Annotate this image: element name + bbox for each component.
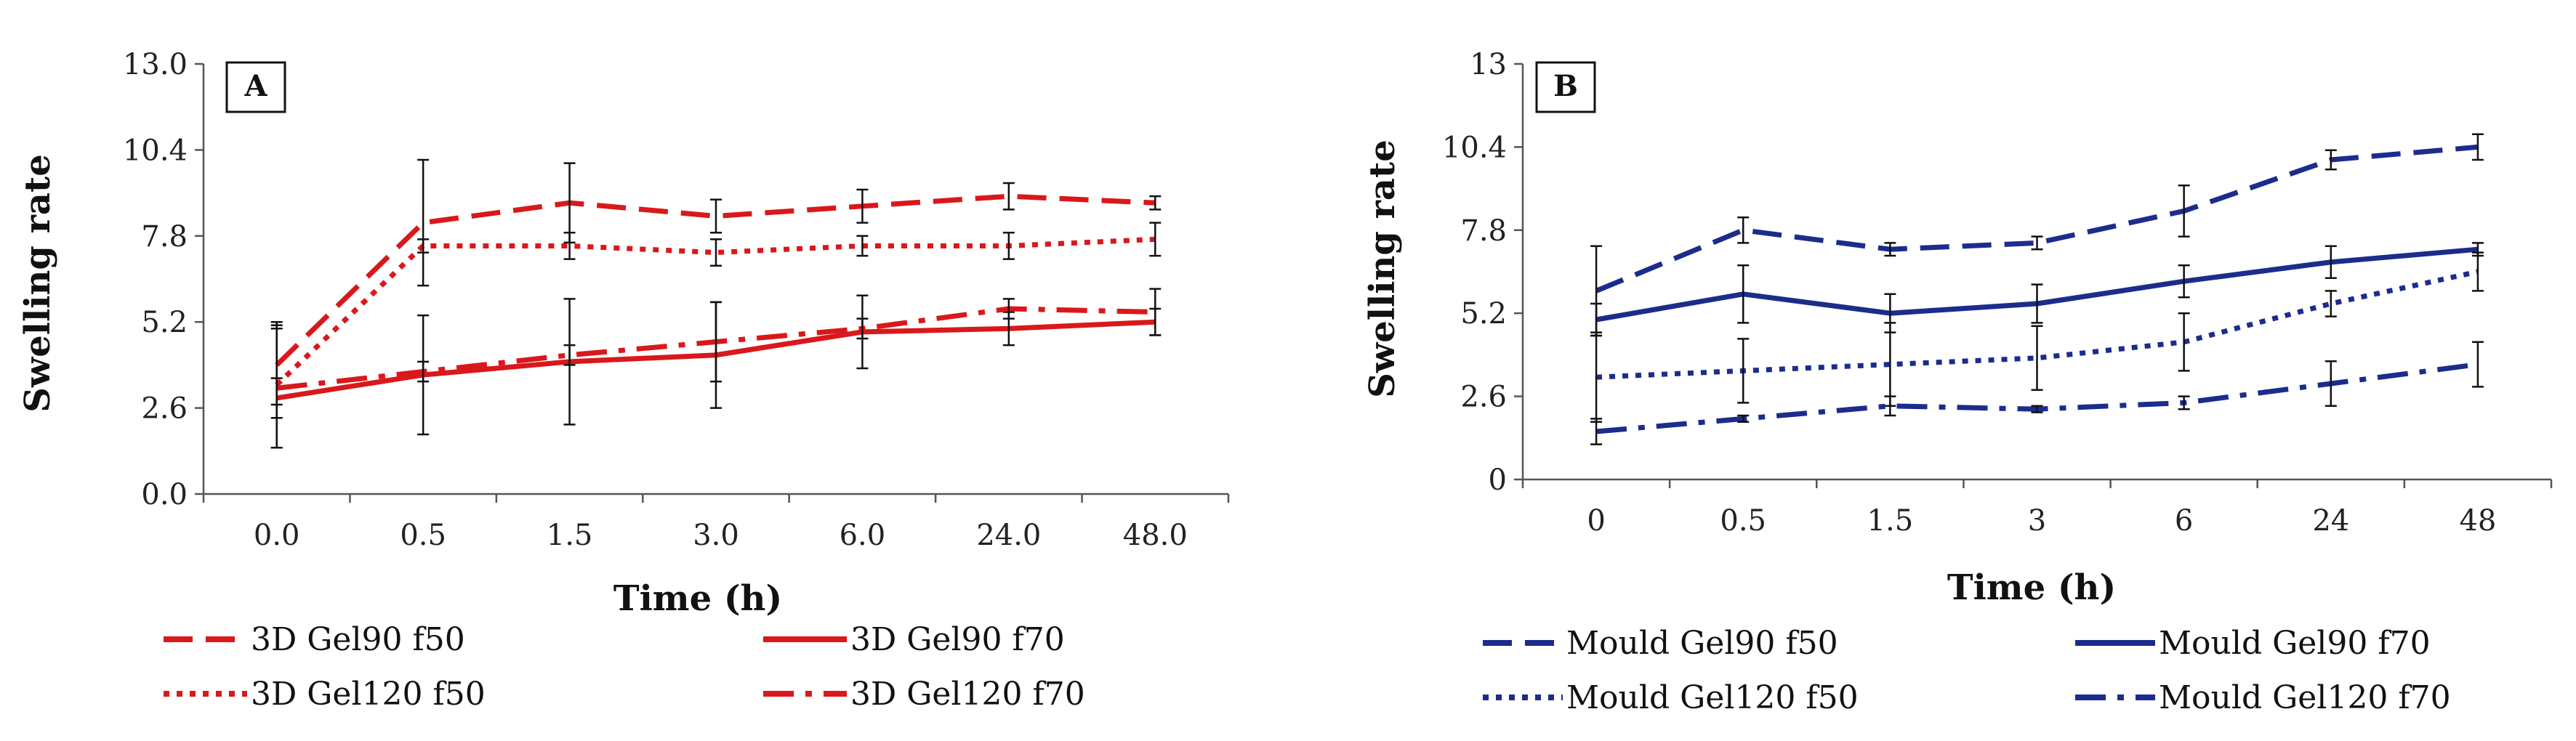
panel-b-x-tick-label: 48 bbox=[2459, 504, 2496, 538]
panel-b-y-tick-label: 2.6 bbox=[1460, 381, 1507, 414]
panel-a-x-tick-label: 0.5 bbox=[400, 519, 446, 552]
panel-a-series-3d-gel120-f50-error-bar bbox=[1149, 222, 1162, 257]
panel-a-x-ticks: 0.0 0.5 1.5 3.0 6.0 24.0 48.0 bbox=[202, 494, 1230, 552]
panel-b-series-mould-gel120-f50-error-bar bbox=[2178, 312, 2190, 372]
panel-a-series-3d-gel90-f50-error-bar bbox=[710, 198, 722, 234]
panel-a-series-3d-gel90-f50-error-bar bbox=[1149, 195, 1162, 211]
legend-label-3d-gel120-f50: 3D Gel120 f50 bbox=[251, 676, 486, 713]
panel-a-series-3d-gel120-f70-error-bar bbox=[270, 328, 283, 449]
legend-label-mould-gel90-f70: Mould Gel90 f70 bbox=[2159, 625, 2431, 662]
panel-b-series-mould-gel90-f70-error-bar bbox=[2178, 264, 2190, 299]
panel-b-y-tick-label: 0 bbox=[1489, 463, 1507, 497]
panel-a-series-3d-gel120-f50-error-bar bbox=[417, 238, 430, 254]
legend-label-mould-gel120-f70: Mould Gel120 f70 bbox=[2159, 679, 2451, 716]
legend-label-3d-gel90-f70: 3D Gel90 f70 bbox=[850, 621, 1065, 658]
panel-a-y-tick-label: 5.2 bbox=[141, 306, 188, 339]
panel-a-series-3d-gel120-f50-error-bar bbox=[1002, 231, 1015, 260]
panel-a-series-3d-gel120-f50-error-bar bbox=[856, 235, 869, 257]
panel-a-y-tick-label: 13.0 bbox=[123, 48, 188, 81]
panel-b-legend: Mould Gel90 f50 Mould Gel90 f70 Mould Ge… bbox=[1483, 625, 2451, 716]
panel-a-series-3d-gel120-f70-error-bar bbox=[1149, 288, 1162, 336]
panel-b-series-mould-gel120-f70-error-bar bbox=[2471, 341, 2484, 388]
panel-b-series-mould-gel120-f50-error-bar bbox=[2031, 325, 2043, 392]
panel-a-y-tick-label: 7.8 bbox=[141, 220, 188, 254]
panel-a-y-tick-label: 2.6 bbox=[141, 392, 188, 426]
panel-b-y-axis-title: Swelling rate bbox=[1362, 139, 1403, 398]
panel-a-series-3d-gel120-f50-error-bar bbox=[563, 231, 576, 260]
panel-b-series-mould-gel120-f70-error-bar bbox=[1737, 414, 1750, 424]
panel-a-series bbox=[270, 158, 1162, 449]
panel-a-series-3d-gel120-f70-error-bar bbox=[417, 360, 430, 383]
panel-a-chart: 0.0 2.6 5.2 7.8 10.4 13.0 0.0 0.5 1.5 3.0 6.0 24.0… bbox=[17, 48, 1230, 713]
panel-a-series-3d-gel90-f50-error-bar bbox=[856, 188, 869, 224]
panel-b-series-mould-gel90-f70-error-bar bbox=[2031, 283, 2043, 324]
panel-b-x-tick-label: 6 bbox=[2175, 504, 2193, 538]
panel-b-series-mould-gel90-f50-line bbox=[1595, 144, 2479, 293]
panel-b-x-tick-label: 24 bbox=[2312, 504, 2349, 538]
panel-b-label: B bbox=[1553, 69, 1578, 103]
panel-b-series-mould-gel90-f50-error-bar bbox=[2031, 235, 2043, 251]
panel-a-x-axis-title: Time (h) bbox=[613, 578, 782, 619]
legend-label-mould-gel120-f50: Mould Gel120 f50 bbox=[1566, 679, 1859, 716]
panel-b-series-mould-gel120-f50-error-bar bbox=[2471, 251, 2484, 292]
panel-a-x-tick-label: 6.0 bbox=[840, 519, 886, 552]
panel-a-plot: 0.0 2.6 5.2 7.8 10.4 13.0 0.0 0.5 1.5 3.0 6.0 24.0… bbox=[123, 48, 1230, 552]
panel-b-label-box bbox=[1535, 61, 1596, 113]
panel-a-series-3d-gel90-f50-error-bar bbox=[417, 158, 430, 287]
panel-b-series-mould-gel90-f50-error-bar bbox=[2325, 149, 2337, 171]
panel-a-x-tick-label: 1.5 bbox=[547, 519, 593, 552]
panel-a-legend: 3D Gel90 f50 3D Gel90 f70 3D Gel120 f50 … bbox=[164, 621, 1085, 713]
panel-b-series-mould-gel120-f70-error-bar bbox=[2325, 360, 2337, 408]
panel-b-series-mould-gel120-f70-error-bar bbox=[1884, 395, 1896, 417]
legend-label-3d-gel90-f50: 3D Gel90 f50 bbox=[251, 621, 465, 658]
panel-a-y-tick-label: 0.0 bbox=[141, 478, 188, 511]
panel-b-x-ticks: 0 0.5 1.5 3 6 24 48 bbox=[1521, 479, 2553, 538]
panel-a-series-3d-gel120-f50-error-bar bbox=[710, 238, 722, 267]
panel-b-y-tick-label: 10.4 bbox=[1442, 131, 1507, 164]
legend-label-mould-gel90-f50: Mould Gel90 f50 bbox=[1566, 625, 1838, 662]
panel-b-series-mould-gel90-f70-error-bar bbox=[1737, 264, 1750, 324]
panel-b-series-mould-gel90-f50-error-bar bbox=[2471, 133, 2484, 161]
panel-b-series bbox=[1590, 133, 2484, 445]
panel-a-series-3d-gel120-f70-error-bar bbox=[710, 301, 722, 383]
panel-a-y-tick-label: 10.4 bbox=[123, 134, 188, 167]
panel-b-series-mould-gel90-f70-error-bar bbox=[2325, 245, 2337, 280]
panel-b-series-mould-gel90-f50-error-bar bbox=[1737, 216, 1750, 244]
panel-b-y-tick-label: 5.2 bbox=[1460, 297, 1507, 331]
panel-a-y-ticks: 0.0 2.6 5.2 7.8 10.4 13.0 bbox=[123, 48, 204, 511]
panel-a-y-axis-title: Swelling rate bbox=[17, 154, 58, 413]
panel-b-series-mould-gel90-f50-error-bar bbox=[1884, 242, 1896, 257]
panel-b-series-mould-gel120-f70-error-bar bbox=[2031, 405, 2043, 413]
panel-a-series-3d-gel120-f70-error-bar bbox=[1002, 298, 1015, 320]
panel-a-x-tick-label: 3.0 bbox=[693, 519, 739, 552]
legend-label-3d-gel120-f70: 3D Gel120 f70 bbox=[850, 676, 1085, 713]
panel-b-x-axis-title: Time (h) bbox=[1947, 567, 2116, 608]
panel-b-y-tick-label: 7.8 bbox=[1460, 214, 1507, 248]
panel-b-chart: 0 2.6 5.2 7.8 10.4 13 0 0.5 1.5 3 6 24 48 B Time (h… bbox=[1362, 48, 2553, 716]
panel-a-series-3d-gel120-f70-error-bar bbox=[563, 344, 576, 366]
panel-a-label: A bbox=[243, 69, 267, 103]
panel-a-series-3d-gel120-f70-error-bar bbox=[856, 317, 869, 340]
panel-b-x-tick-label: 0.5 bbox=[1720, 504, 1766, 538]
panel-b-series-mould-gel90-f50-error-bar bbox=[2178, 184, 2190, 238]
panel-b-series-mould-gel120-f70-error-bar bbox=[2178, 395, 2190, 410]
panel-b-series-mould-gel120-f50-error-bar bbox=[1737, 338, 1750, 404]
panel-a-x-tick-label: 0.0 bbox=[254, 519, 300, 552]
panel-a-series-3d-gel90-f50-error-bar bbox=[1002, 182, 1015, 211]
panel-b-plot: 0 2.6 5.2 7.8 10.4 13 0 0.5 1.5 3 6 24 48 bbox=[1442, 48, 2553, 538]
panel-b-x-tick-label: 3 bbox=[2028, 504, 2046, 538]
panel-b-x-tick-label: 1.5 bbox=[1867, 504, 1914, 538]
panel-b-x-tick-label: 0 bbox=[1587, 504, 1605, 538]
panel-a-label-box bbox=[225, 61, 286, 113]
panel-a-x-tick-label: 48.0 bbox=[1123, 519, 1188, 552]
panel-b-series-mould-gel120-f70-error-bar bbox=[1590, 418, 1603, 445]
panel-b-y-tick-label: 13 bbox=[1470, 48, 1507, 81]
panel-a-x-tick-label: 24.0 bbox=[976, 519, 1041, 552]
panel-b-series-mould-gel120-f50-error-bar bbox=[2325, 290, 2337, 317]
panel-b-y-ticks: 0 2.6 5.2 7.8 10.4 13 bbox=[1442, 48, 1523, 497]
